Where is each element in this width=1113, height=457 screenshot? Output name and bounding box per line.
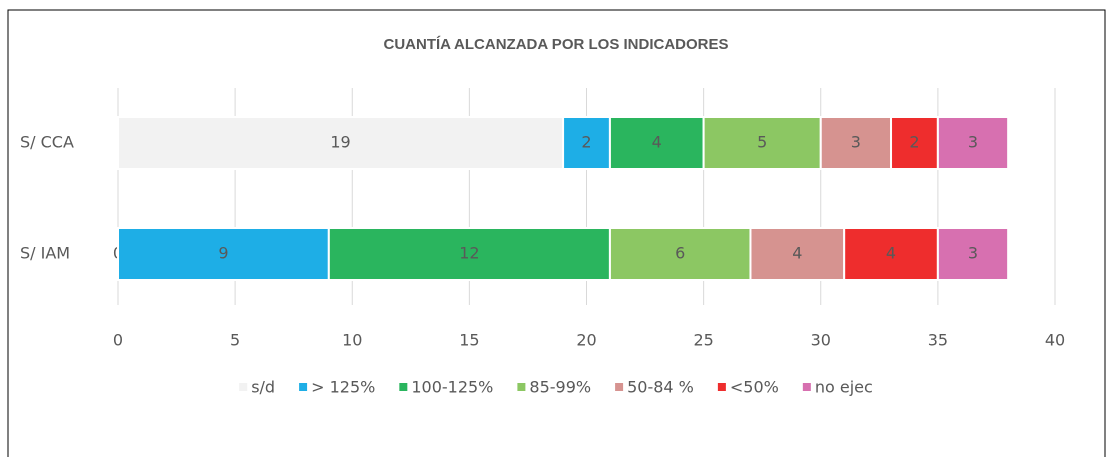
bar-segment [819, 116, 893, 170]
data-label: 3 [968, 133, 978, 152]
legend-swatch [615, 383, 624, 391]
legend-swatch [239, 383, 248, 391]
bar-segment [843, 227, 939, 281]
x-tick-label: 25 [693, 331, 713, 350]
legend-swatch [299, 383, 308, 391]
legend-label: s/d [251, 378, 275, 397]
y-tick-label: S/ IAM [20, 244, 70, 263]
legend-label: 85-99% [529, 378, 591, 397]
chart-title: CUANTÍA ALCANZADA POR LOS INDICADORES [384, 36, 729, 53]
data-label: 4 [652, 133, 662, 152]
data-label: 4 [886, 244, 896, 263]
bar-segment [936, 227, 1010, 281]
x-tick-label: 20 [576, 331, 596, 350]
x-tick-label: 5 [230, 331, 240, 350]
bar-segment [562, 116, 611, 170]
bar-segment [608, 227, 752, 281]
data-label: 6 [675, 244, 685, 263]
legend-label: 50-84 % [627, 378, 694, 397]
data-label: 19 [330, 133, 350, 152]
bar-segment [327, 227, 611, 281]
x-tick-label: 35 [928, 331, 948, 350]
x-tick-label: 0 [113, 331, 123, 350]
data-label: 4 [792, 244, 802, 263]
bar-segment [117, 227, 330, 281]
bar-segment [608, 116, 705, 170]
chart-border [7, 9, 1106, 457]
data-label: 5 [757, 133, 767, 152]
bar-segment [749, 227, 846, 281]
y-tick-label: S/ CCA [20, 133, 74, 152]
legend-label: > 125% [311, 378, 375, 397]
x-tick-label: 10 [342, 331, 362, 350]
data-label: 12 [459, 244, 479, 263]
legend-swatch [802, 383, 811, 391]
data-label: 2 [581, 133, 591, 152]
data-label: 3 [851, 133, 861, 152]
data-label: 3 [968, 244, 978, 263]
bar-segment [702, 116, 822, 170]
x-tick-label: 30 [811, 331, 831, 350]
x-tick-label: 15 [459, 331, 479, 350]
legend-swatch [517, 383, 526, 391]
legend-swatch [399, 383, 408, 391]
x-tick-label: 40 [1045, 331, 1065, 350]
legend-swatch [717, 383, 726, 391]
bar-segment [890, 116, 939, 170]
data-label: 9 [218, 244, 228, 263]
legend-label: 100-125% [411, 378, 493, 397]
legend-label: no ejec [815, 378, 873, 397]
legend-label: <50% [730, 378, 779, 397]
bar-segment [936, 116, 1010, 170]
data-label: 2 [909, 133, 919, 152]
